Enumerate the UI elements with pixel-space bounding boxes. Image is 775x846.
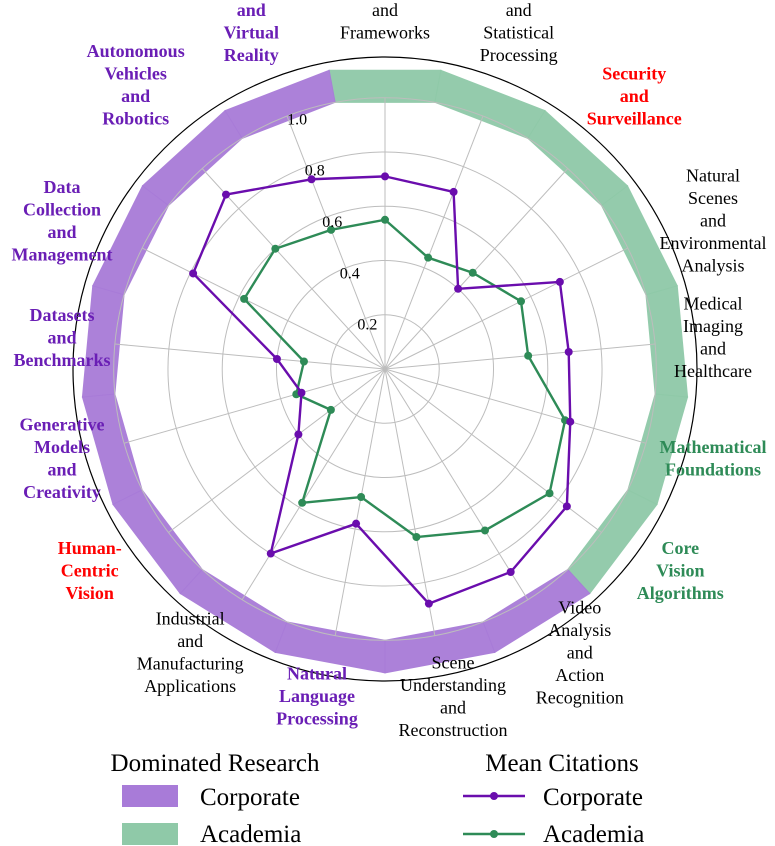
series-point-academia — [524, 351, 533, 360]
grid-spoke — [168, 368, 386, 533]
series-point-corporate — [189, 269, 198, 278]
series-point-corporate — [562, 502, 571, 511]
category-label: Core Vision Algorithms — [637, 538, 724, 603]
grid-spoke — [384, 247, 629, 370]
category-label: ToolsandFrameworks — [340, 0, 430, 43]
dominance-band-academia — [567, 489, 658, 595]
category-label: Security and Surveillance — [587, 64, 682, 129]
series-point-academia — [271, 244, 280, 253]
series-point-academia — [298, 498, 307, 507]
grid-spoke — [384, 368, 436, 636]
r-tick-label: 0.2 — [357, 317, 377, 334]
series-point-corporate — [221, 190, 230, 199]
grid-spoke — [286, 115, 386, 370]
series-point-academia — [424, 253, 433, 262]
legend-band-title: Dominated Research — [111, 750, 320, 777]
series-point-corporate — [506, 567, 515, 576]
r-tick-label: 0.8 — [305, 163, 325, 180]
grid-spoke — [123, 368, 386, 444]
legend-line-marker-corporate — [490, 792, 498, 800]
grid-circle — [113, 97, 657, 641]
radial-tick-layer: 0.2 0.4 0.6 0.8 1.0 — [287, 111, 377, 333]
series-point-academia — [468, 268, 477, 277]
dominance-band-academia — [434, 69, 546, 139]
legend: Dominated Research Corporate Academia Me… — [111, 750, 645, 846]
grid-spoke — [201, 168, 386, 370]
dominance-band-corporate — [224, 69, 336, 139]
grid-spoke — [384, 168, 569, 370]
category-label: Natural Language Processing — [276, 664, 358, 729]
grid-spoke — [114, 343, 386, 370]
series-point-academia — [326, 405, 335, 414]
grid-spoke — [141, 247, 386, 370]
series-line-corporate — [191, 175, 572, 605]
category-label: Data Collection and Management — [12, 177, 113, 265]
category-label: Medical Imaging and Healthcare — [674, 294, 752, 382]
legend-band-swatch-academia — [122, 823, 178, 845]
series-point-corporate — [294, 430, 303, 439]
dominance-band-corporate — [92, 185, 170, 296]
series-point-academia — [545, 489, 554, 498]
grid-spoke — [384, 368, 647, 444]
category-label: Generative Models and Creativity — [20, 414, 105, 502]
series-point-academia — [517, 297, 526, 306]
category-label: Mathematical Foundations — [660, 437, 767, 480]
r-tick-label: 0.6 — [322, 214, 342, 231]
category-label: AugmentedRealityandVirtualReality — [207, 0, 296, 65]
category-label: Datasets and Benchmarks — [13, 305, 110, 370]
series-point-academia — [412, 533, 421, 542]
grid-spoke — [334, 368, 386, 636]
series-point-corporate — [297, 388, 306, 397]
series-point-corporate — [266, 549, 275, 558]
category-label: Scene Understanding and Reconstruction — [399, 652, 508, 740]
category-label-layer: ToolsandFrameworks SignalandStatisticalPr… — [12, 0, 767, 740]
series-point-corporate — [272, 354, 281, 363]
series-point-corporate — [555, 277, 564, 286]
series-point-corporate — [449, 187, 458, 196]
category-label: Video Analysis and Action Recognition — [536, 597, 624, 707]
category-label: Industrial and Manufacturing Applications — [137, 609, 244, 697]
series-point-corporate — [307, 175, 316, 184]
series-point-academia — [240, 294, 249, 303]
series-point-corporate — [566, 417, 575, 426]
series-point-academia — [480, 526, 489, 535]
legend-line-label-corporate: Corporate — [543, 784, 643, 811]
r-tick-label: 1.0 — [287, 111, 307, 128]
grid-spoke — [384, 368, 529, 600]
series-line-academia — [242, 218, 567, 539]
dominance-band-corporate — [81, 285, 125, 398]
category-label: Autonomous Vehicles and Robotics — [87, 41, 185, 129]
series-layer — [189, 172, 575, 608]
outer-frame — [72, 56, 698, 682]
grid-spoke — [384, 343, 656, 370]
grid-spoke — [241, 368, 386, 600]
series-point-academia — [357, 493, 366, 502]
legend-line-label-academia: Academia — [543, 821, 644, 846]
series-point-corporate — [454, 284, 463, 293]
series-point-corporate — [564, 347, 573, 356]
category-label: Human-Centric Vision — [58, 538, 122, 603]
r-tick-label: 0.4 — [340, 265, 360, 282]
category-label: Natural Scenes and Environmental Analysis — [660, 166, 767, 276]
grid-layer — [72, 56, 698, 682]
legend-band-label-academia: Academia — [200, 821, 301, 846]
category-label: SignalandStatisticalProcessing — [480, 0, 558, 65]
series-point-academia — [327, 225, 336, 234]
legend-band-label-corporate: Corporate — [200, 784, 300, 811]
legend-line-title: Mean Citations — [485, 750, 638, 777]
grid-spoke — [384, 115, 484, 370]
legend-line-marker-academia — [490, 830, 498, 838]
legend-band-swatch-corporate — [122, 785, 178, 807]
series-point-corporate — [352, 519, 361, 528]
series-point-corporate — [381, 172, 389, 181]
series-point-academia — [381, 215, 389, 224]
dominance-band-corporate — [112, 489, 203, 595]
series-point-academia — [299, 357, 308, 366]
series-point-corporate — [424, 599, 433, 608]
